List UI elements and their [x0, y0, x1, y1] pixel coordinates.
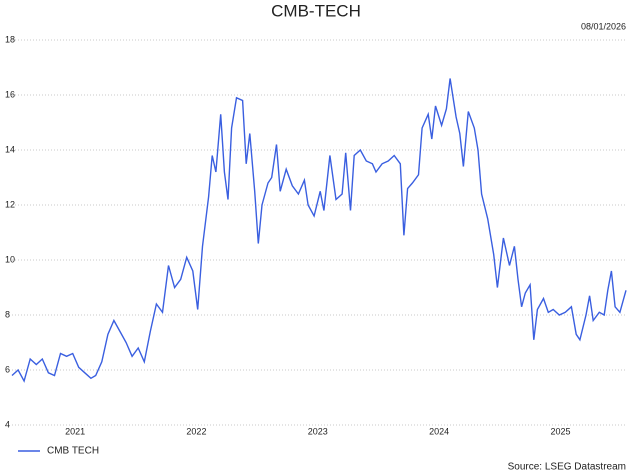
y-tick-label: 8 [5, 309, 10, 319]
x-tick-label: 2025 [550, 426, 570, 436]
x-tick-label: 2024 [429, 426, 449, 436]
x-tick-label: 2023 [308, 426, 328, 436]
series-line [11, 78, 627, 383]
x-tick-label: 2022 [186, 426, 206, 436]
y-tick-label: 12 [5, 199, 15, 209]
y-tick-label: 10 [5, 254, 15, 264]
date-label: 08/01/2026 [581, 21, 626, 31]
x-tick-label: 2021 [65, 426, 85, 436]
y-tick-label: 18 [5, 34, 15, 44]
chart-title: CMB-TECH [271, 1, 361, 20]
source-label: Source: LSEG Datastream [508, 462, 626, 472]
y-tick-label: 6 [5, 364, 10, 374]
y-tick-label: 4 [5, 419, 10, 429]
y-tick-label: 14 [5, 144, 15, 154]
y-tick-label: 16 [5, 89, 15, 99]
legend-label: CMB TECH [47, 446, 99, 457]
